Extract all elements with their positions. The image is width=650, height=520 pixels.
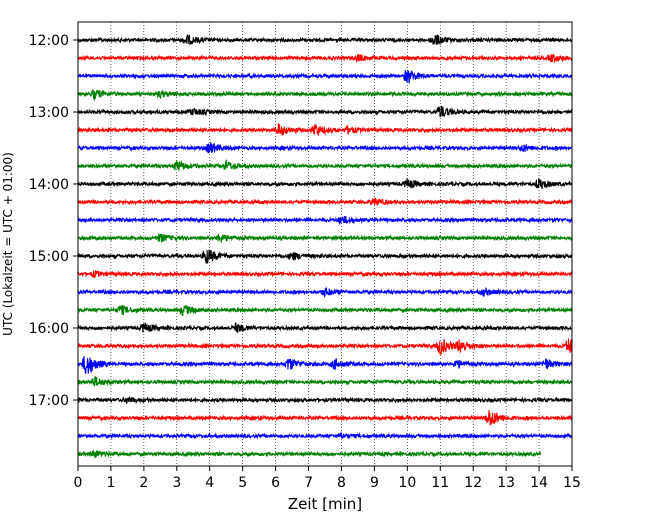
- y-tick-label: 12:00: [29, 33, 69, 49]
- y-tick-label: 13:00: [29, 105, 69, 121]
- y-tick-label: 17:00: [29, 393, 69, 409]
- seismic-traces: [77, 34, 573, 458]
- x-axis-ticks: 0 1 2 3 4 5 6 7 8 9 10 11 12 13 14 15: [74, 466, 581, 491]
- x-tick-label: 14: [530, 475, 548, 491]
- trace-17:15: [77, 409, 573, 427]
- x-tick-label: 13: [497, 475, 515, 491]
- x-tick-label: 7: [304, 475, 313, 491]
- trace-15:45: [77, 304, 573, 317]
- trace-12:45: [77, 88, 573, 102]
- trace-12:30: [77, 70, 573, 84]
- x-tick-label: 5: [238, 475, 247, 491]
- x-axis-label: Zeit [min]: [288, 495, 362, 513]
- x-tick-label: 1: [106, 475, 115, 491]
- y-axis-ticks: 12:00 13:00 14:00 15:00 16:00 17:00: [29, 33, 78, 409]
- x-tick-label: 2: [139, 475, 148, 491]
- trace-17:45: [77, 449, 542, 458]
- trace-17:00: [77, 395, 573, 405]
- trace-16:15: [77, 338, 573, 355]
- x-tick-label: 11: [431, 475, 449, 491]
- trace-15:15: [77, 270, 573, 279]
- trace-14:00: [77, 178, 573, 189]
- x-tick-label: 10: [398, 475, 416, 491]
- trace-12:15: [77, 53, 573, 64]
- x-tick-label: 3: [172, 475, 181, 491]
- x-tick-label: 9: [370, 475, 379, 491]
- trace-14:30: [77, 215, 573, 226]
- vertical-gridlines: [110, 22, 540, 466]
- trace-13:45: [77, 159, 573, 171]
- trace-13:00: [77, 105, 573, 118]
- trace-16:00: [77, 322, 573, 333]
- y-tick-label: 16:00: [29, 321, 69, 337]
- y-tick-label: 15:00: [29, 249, 69, 265]
- trace-14:15: [77, 197, 573, 206]
- trace-16:30: [77, 356, 573, 375]
- trace-13:30: [77, 142, 573, 154]
- x-tick-label: 4: [205, 475, 214, 491]
- trace-15:00: [77, 249, 573, 264]
- trace-14:45: [77, 233, 573, 243]
- trace-12:00: [77, 34, 573, 46]
- x-tick-label: 6: [271, 475, 280, 491]
- x-tick-label: 15: [563, 475, 581, 491]
- trace-17:30: [77, 431, 573, 440]
- trace-15:30: [77, 287, 573, 299]
- trace-13:15: [77, 123, 573, 136]
- x-tick-label: 8: [337, 475, 346, 491]
- x-tick-label: 0: [74, 475, 83, 491]
- x-tick-label: 12: [464, 475, 482, 491]
- y-axis-label: UTC (Lokalzeit = UTC + 01:00): [1, 152, 15, 336]
- trace-16:45: [77, 376, 573, 387]
- y-tick-label: 14:00: [29, 177, 69, 193]
- plot-frame: [77, 21, 573, 467]
